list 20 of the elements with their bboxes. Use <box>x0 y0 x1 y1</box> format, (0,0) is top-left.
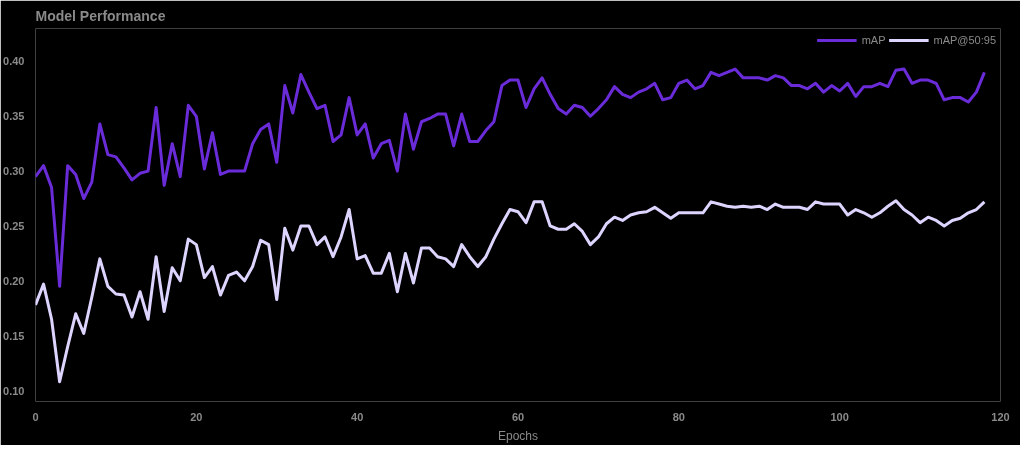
legend-label: mAP <box>861 34 886 46</box>
y-tick-label: 0.25 <box>3 219 25 232</box>
line-series <box>35 67 986 288</box>
y-tick-label: 0.40 <box>3 55 25 68</box>
y-tick-label: 0.30 <box>3 165 25 178</box>
y-tick-label: 0.10 <box>3 384 25 397</box>
y-tick-label: 0.35 <box>3 110 25 123</box>
legend-label: mAP@50:95 <box>933 34 996 46</box>
chart-title: Model Performance <box>35 7 166 24</box>
x-tick-label: 120 <box>991 410 1010 423</box>
x-axis-title: Epochs <box>497 428 539 443</box>
x-tick-label: 20 <box>190 410 203 423</box>
x-tick-label: 80 <box>672 410 685 423</box>
y-tick-label: 0.15 <box>3 329 25 342</box>
x-tick-label: 60 <box>511 410 525 423</box>
y-tick-label: 0.20 <box>3 274 25 287</box>
x-tick-label: 0 <box>32 410 39 423</box>
line-series <box>35 199 986 384</box>
x-tick-label: 100 <box>830 410 849 423</box>
x-tick-label: 40 <box>351 410 364 423</box>
